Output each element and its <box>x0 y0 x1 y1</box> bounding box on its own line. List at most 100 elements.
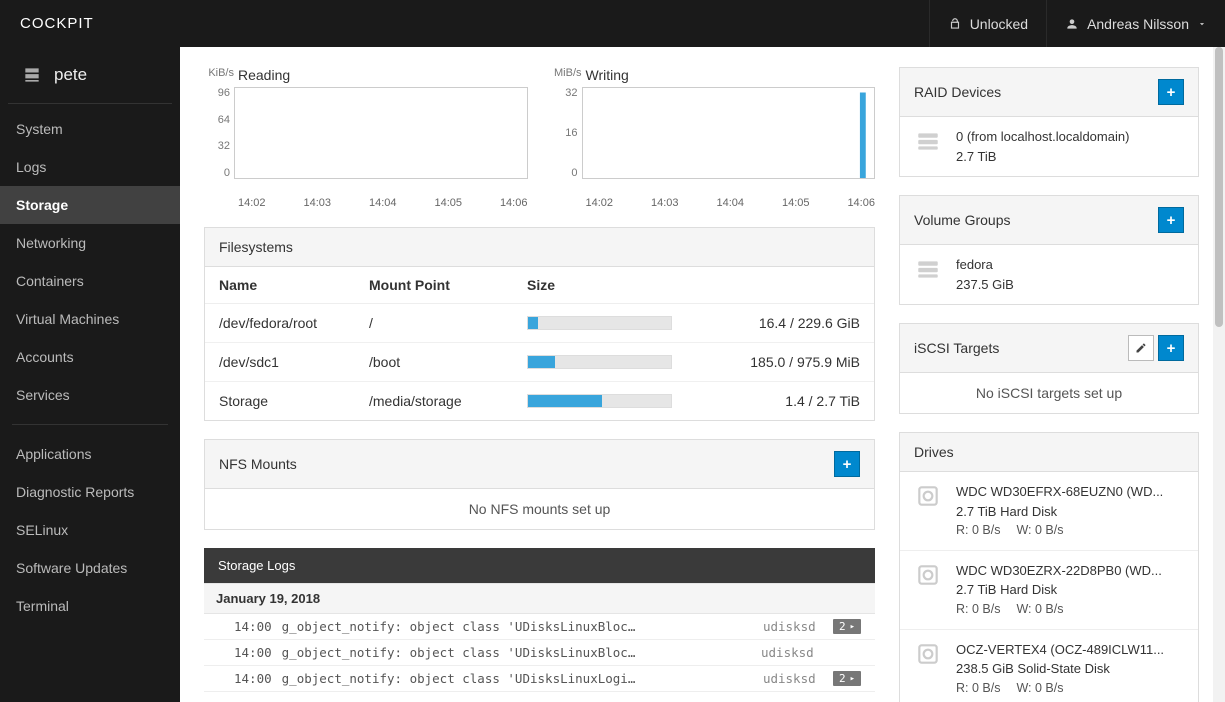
reading-title: Reading <box>204 67 528 83</box>
server-icon <box>22 65 42 85</box>
col-name: Name <box>219 277 369 293</box>
fs-usage-bar <box>527 316 672 330</box>
writing-plot <box>582 87 876 179</box>
raid-icon <box>914 127 942 155</box>
drive-item[interactable]: WDC WD30EZRX-22D8PB0 (WD...2.7 TiB Hard … <box>900 551 1198 630</box>
drives-panel: Drives WDC WD30EFRX-68EUZN0 (WD...2.7 Ti… <box>899 432 1199 702</box>
vg-name: fedora <box>956 255 1184 275</box>
raid-name: 0 (from localhost.localdomain) <box>956 127 1184 147</box>
drive-write: W: 0 B/s <box>1016 521 1063 540</box>
nav-item-selinux[interactable]: SELinux <box>0 511 180 549</box>
writing-title: Writing <box>552 67 876 83</box>
nav-item-containers[interactable]: Containers <box>0 262 180 300</box>
nav-item-services[interactable]: Services <box>0 376 180 414</box>
nav-item-terminal[interactable]: Terminal <box>0 587 180 625</box>
log-row[interactable]: 14:00 g_object_notify: object class 'UDis… <box>204 666 875 692</box>
lock-open-icon <box>948 17 962 31</box>
nav-item-accounts[interactable]: Accounts <box>0 338 180 376</box>
drive-icon <box>914 482 942 510</box>
lock-label: Unlocked <box>970 16 1028 32</box>
host-switcher[interactable]: pete <box>8 47 172 104</box>
fs-name: /dev/fedora/root <box>219 315 369 331</box>
fs-name: /dev/sdc1 <box>219 354 369 370</box>
drive-name: OCZ-VERTEX4 (OCZ-489ICLW11... <box>956 640 1184 660</box>
add-iscsi-button[interactable]: + <box>1158 335 1184 361</box>
log-row[interactable]: 14:00 g_object_notify: object class 'UDis… <box>204 614 875 640</box>
writing-chart: MiB/s Writing 32160 14:0214:0314:0414:05… <box>552 67 876 209</box>
filesystem-row[interactable]: /dev/sdc1/boot 185.0 / 975.9 MiB <box>205 343 874 382</box>
nav-item-system[interactable]: System <box>0 110 180 148</box>
col-mount: Mount Point <box>369 277 527 293</box>
drive-name: WDC WD30EFRX-68EUZN0 (WD... <box>956 482 1184 502</box>
fs-size: 16.4 / 229.6 GiB <box>682 315 860 331</box>
filesystem-row[interactable]: /dev/fedora/root/16.4 / 229.6 GiB <box>205 304 874 343</box>
nav-item-software-updates[interactable]: Software Updates <box>0 549 180 587</box>
add-raid-button[interactable]: + <box>1158 79 1184 105</box>
vg-panel: Volume Groups + fedora 237.5 GiB <box>899 195 1199 305</box>
log-time: 14:00 <box>234 645 272 660</box>
log-message: g_object_notify: object class 'UDisksLin… <box>282 619 753 634</box>
filesystems-columns: Name Mount Point Size <box>205 267 874 304</box>
drive-desc: 2.7 TiB Hard Disk <box>956 502 1184 522</box>
nav-item-storage[interactable]: Storage <box>0 186 180 224</box>
nav-item-logs[interactable]: Logs <box>0 148 180 186</box>
reading-unit: KiB/s <box>204 67 234 79</box>
log-time: 14:00 <box>234 619 272 634</box>
vg-size: 237.5 GiB <box>956 275 1184 295</box>
col-size: Size <box>527 277 555 293</box>
chevron-down-icon <box>1197 19 1207 29</box>
nfs-panel: NFS Mounts + No NFS mounts set up <box>204 439 875 530</box>
add-vg-button[interactable]: + <box>1158 207 1184 233</box>
logs-date: January 19, 2018 <box>204 583 875 614</box>
filesystems-panel: Filesystems Name Mount Point Size /dev/f… <box>204 227 875 421</box>
drive-item[interactable]: OCZ-VERTEX4 (OCZ-489ICLW11...238.5 GiB S… <box>900 630 1198 702</box>
edit-iscsi-button[interactable] <box>1128 335 1154 361</box>
reading-chart: KiB/s Reading 9664320 14:0214:0314:0414:… <box>204 67 528 209</box>
log-source: udisksd <box>763 671 823 686</box>
filesystem-row[interactable]: Storage/media/storage1.4 / 2.7 TiB <box>205 382 874 420</box>
drive-item[interactable]: WDC WD30EFRX-68EUZN0 (WD...2.7 TiB Hard … <box>900 472 1198 551</box>
fs-size: 185.0 / 975.9 MiB <box>682 354 860 370</box>
fs-mount: /boot <box>369 354 527 370</box>
sidebar: pete SystemLogsStorageNetworkingContaine… <box>0 47 180 702</box>
nav-item-virtual-machines[interactable]: Virtual Machines <box>0 300 180 338</box>
raid-panel: RAID Devices + 0 (from localhost.localdo… <box>899 67 1199 177</box>
raid-item[interactable]: 0 (from localhost.localdomain) 2.7 TiB <box>900 117 1198 176</box>
drive-desc: 2.7 TiB Hard Disk <box>956 580 1184 600</box>
logs-title: Storage Logs <box>204 548 875 583</box>
nfs-title: NFS Mounts <box>219 456 297 472</box>
log-count-badge: 2 <box>833 619 861 634</box>
fs-name: Storage <box>219 393 369 409</box>
vg-item[interactable]: fedora 237.5 GiB <box>900 245 1198 304</box>
raid-size: 2.7 TiB <box>956 147 1184 167</box>
topbar: COCKPIT Unlocked Andreas Nilsson <box>0 0 1225 47</box>
log-message: g_object_notify: object class 'UDisksLin… <box>282 671 753 686</box>
drive-read: R: 0 B/s <box>956 600 1000 619</box>
iscsi-empty: No iSCSI targets set up <box>900 373 1198 413</box>
user-name: Andreas Nilsson <box>1087 16 1189 32</box>
filesystems-header: Filesystems <box>205 228 874 267</box>
add-nfs-button[interactable]: + <box>834 451 860 477</box>
fs-usage-bar <box>527 394 672 408</box>
io-charts: KiB/s Reading 9664320 14:0214:0314:0414:… <box>204 67 875 209</box>
nav-item-diagnostic-reports[interactable]: Diagnostic Reports <box>0 473 180 511</box>
log-source: udisksd <box>763 619 823 634</box>
nav-item-networking[interactable]: Networking <box>0 224 180 262</box>
writing-unit: MiB/s <box>552 67 582 79</box>
log-time: 14:00 <box>234 671 272 686</box>
fs-usage-bar <box>527 355 672 369</box>
drive-write: W: 0 B/s <box>1016 600 1063 619</box>
user-menu[interactable]: Andreas Nilsson <box>1046 0 1225 47</box>
nfs-empty: No NFS mounts set up <box>205 489 874 529</box>
reading-plot <box>234 87 528 179</box>
fs-mount: /media/storage <box>369 393 527 409</box>
iscsi-panel: iSCSI Targets + No iSCSI targets set up <box>899 323 1199 414</box>
lock-toggle[interactable]: Unlocked <box>929 0 1046 47</box>
log-count-badge: 2 <box>833 671 861 686</box>
drive-icon <box>914 561 942 589</box>
storage-logs-panel: Storage Logs January 19, 2018 14:00 g_obj… <box>204 548 875 692</box>
nav-item-applications[interactable]: Applications <box>0 435 180 473</box>
iscsi-title: iSCSI Targets <box>914 340 999 356</box>
drive-read: R: 0 B/s <box>956 679 1000 698</box>
log-row[interactable]: 14:00g_object_notify: object class 'UDis… <box>204 640 875 666</box>
